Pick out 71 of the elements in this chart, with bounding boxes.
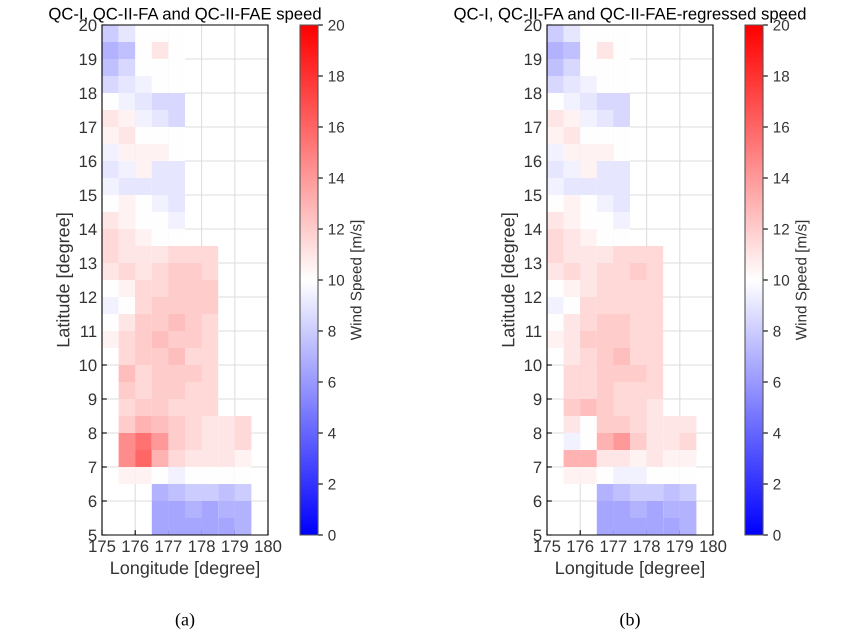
x-tick-label: 180 — [255, 540, 282, 552]
color-bar-label: 8 — [773, 326, 781, 337]
y-axis-title: Latitude [degree] — [56, 214, 74, 346]
x-tick-label: 175 — [534, 540, 560, 552]
color-bar-label: 16 — [328, 122, 344, 133]
color-bar-label: 4 — [328, 428, 336, 439]
color-bar-label: 10 — [328, 274, 344, 286]
color-bar-label: 6 — [774, 376, 781, 388]
y-tick-label: 12 — [80, 291, 96, 304]
x-tick-label: 180 — [700, 540, 726, 552]
y-tick-label: 16 — [524, 155, 542, 168]
y-tick-label: 5 — [534, 530, 542, 542]
y-tick-label: 6 — [534, 495, 542, 508]
color-bar-label: 12 — [328, 224, 344, 235]
y-tick-label: 8 — [88, 427, 96, 440]
color-bar-label: 2 — [328, 478, 336, 490]
y-tick-label: 17 — [524, 122, 542, 134]
color-bar-label: 18 — [328, 70, 344, 82]
color-bar-title: Wind Speed [m/s] — [350, 220, 365, 340]
y-tick-label: 11 — [81, 326, 96, 338]
y-tick-label: 7 — [88, 462, 96, 474]
x-tick-label: 179 — [222, 540, 248, 552]
y-tick-label: 6 — [88, 495, 96, 508]
y-tick-label: 17 — [80, 122, 96, 134]
color-bar-label: 6 — [328, 376, 336, 388]
x-tick-label: 178 — [634, 540, 660, 552]
y-tick-label: 10 — [524, 359, 542, 372]
y-tick-label: 12 — [524, 291, 542, 304]
y-tick-label: 14 — [524, 224, 542, 236]
x-axis-title: Longitude [degree] — [556, 560, 704, 578]
x-tick-label: 176 — [122, 540, 148, 552]
y-tick-label: 19 — [524, 53, 542, 66]
color-bar-label: 18 — [774, 70, 790, 82]
color-bar-label: 0 — [328, 530, 336, 541]
y-tick-label: 16 — [80, 155, 96, 168]
color-bar-label: 2 — [773, 478, 780, 490]
x-tick-label: 179 — [667, 540, 693, 552]
x-tick-label: 177 — [156, 540, 182, 552]
y-tick-label: 13 — [524, 257, 542, 270]
text: (b) — [620, 612, 640, 630]
color-bar-title: Wind Speed [m/s] — [795, 220, 810, 340]
y-axis-title: Latitude [degree] — [501, 214, 518, 346]
color-bar-label: 0 — [773, 530, 781, 541]
color-bar-label: 14 — [328, 173, 344, 184]
color-bar-label: 12 — [774, 224, 789, 235]
color-bar-label: 8 — [328, 326, 336, 337]
x-tick-label: 175 — [89, 540, 116, 552]
y-tick-label: 19 — [80, 53, 96, 66]
y-tick-label: 15 — [80, 190, 96, 202]
x-tick-label: 178 — [188, 540, 215, 552]
y-tick-label: 11 — [526, 326, 542, 338]
y-tick-label: 13 — [80, 257, 96, 270]
y-tick-label: 18 — [524, 87, 542, 100]
color-bar-label: 16 — [774, 122, 790, 133]
x-axis-title: Longitude [degree] — [111, 560, 260, 578]
x-tick-label: 177 — [600, 540, 626, 552]
color-bar-label: 4 — [773, 428, 781, 439]
color-bar-label: 10 — [774, 274, 790, 286]
text: (a) — [176, 612, 194, 630]
y-tick-label: 15 — [524, 190, 542, 202]
y-tick-label: 9 — [88, 393, 96, 406]
y-tick-label: 10 — [80, 359, 96, 372]
x-tick-label: 176 — [568, 540, 594, 552]
color-bar-label: 20 — [328, 20, 344, 31]
y-tick-label: 5 — [88, 530, 96, 542]
y-tick-label: 14 — [80, 224, 97, 236]
y-tick-label: 18 — [80, 87, 96, 100]
y-tick-label: 8 — [534, 427, 542, 440]
y-tick-label: 7 — [534, 462, 542, 474]
color-bar-label: 14 — [774, 173, 790, 184]
y-tick-label: 9 — [534, 393, 542, 406]
